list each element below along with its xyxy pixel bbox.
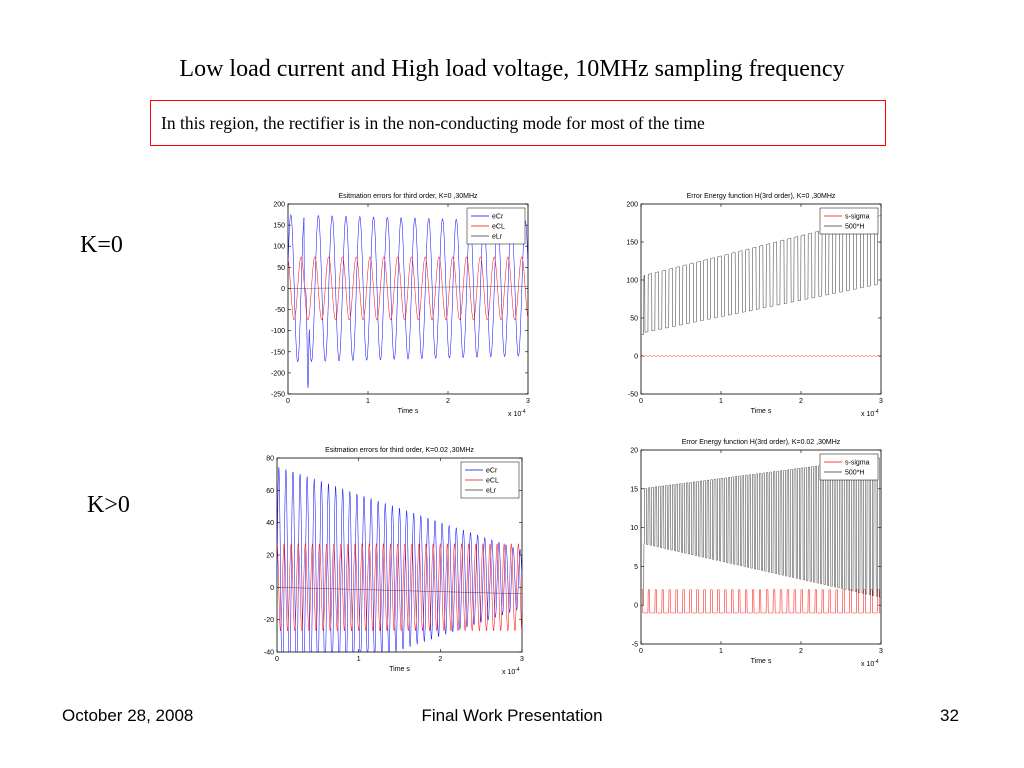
x-axis-label: Time s (751, 658, 772, 665)
y-tick-label: -40 (264, 650, 274, 657)
legend-entry: s-sigma (845, 214, 870, 221)
legend-entry: eLr (486, 488, 497, 495)
plot-estimation-errors-k002: Esitmation errors for third order, K=0.0… (250, 438, 540, 678)
plot-energy-function-k002: Error Energy function H(3rd order), K=0.… (609, 432, 899, 672)
y-tick-label: 60 (266, 488, 274, 495)
legend-entry: eCL (486, 478, 499, 485)
legend-entry: eCr (492, 214, 504, 221)
x-exponent-label: x 10-4 (508, 409, 526, 418)
y-tick-label: 50 (277, 265, 285, 272)
y-tick-label: 200 (273, 202, 285, 209)
x-tick-label: 1 (366, 398, 370, 405)
legend-box (819, 207, 879, 235)
plot-area (640, 203, 882, 395)
y-tick-label: -250 (271, 392, 285, 399)
slide-title: Low load current and High load voltage, … (179, 56, 845, 82)
y-tick-label: 10 (630, 525, 638, 532)
x-tick-label: 2 (799, 648, 803, 655)
footer-page-number: 32 (940, 706, 959, 725)
y-tick-label: -150 (271, 349, 285, 356)
x-tick-label: 1 (719, 398, 723, 405)
x-tick-label: 2 (799, 398, 803, 405)
y-tick-label: 100 (273, 244, 285, 251)
x-tick-label: 2 (438, 656, 442, 663)
legend-entry: 500*H (845, 224, 864, 231)
series-line-500h (641, 215, 882, 335)
legend-box (819, 453, 879, 481)
x-exponent-label: x 10-4 (502, 667, 520, 676)
x-exponent-label: x 10-4 (861, 409, 879, 418)
x-axis-label: Time s (398, 408, 419, 415)
legend-entry: eCL (492, 224, 505, 231)
x-tick-label: 3 (526, 398, 530, 405)
y-tick-label: 40 (266, 520, 274, 527)
series-line-ssigma (641, 589, 881, 614)
series-line-ecl (287, 256, 529, 321)
series-line-elr (288, 286, 529, 289)
y-tick-label: -5 (632, 642, 638, 649)
x-axis-label: Time s (751, 408, 772, 415)
row-label-kgt0: K>0 (87, 492, 130, 518)
chart-title: Error Energy function H(3rd order), K=0.… (682, 439, 841, 446)
y-tick-label: -50 (275, 307, 285, 314)
legend-box (466, 207, 526, 245)
x-tick-label: 3 (879, 648, 883, 655)
series-line-elr (276, 587, 523, 595)
x-tick-label: 1 (719, 648, 723, 655)
footer-title: Final Work Presentation (421, 706, 603, 725)
y-tick-label: 200 (626, 202, 638, 209)
y-tick-label: 100 (626, 278, 638, 285)
note-text: In this region, the rectifier is in the … (161, 112, 705, 133)
series-line-ssigma (640, 355, 882, 357)
plot-energy-function-k0: Error Energy function H(3rd order), K=0 … (609, 186, 899, 422)
legend-entry: s-sigma (845, 460, 870, 467)
y-tick-label: 150 (626, 240, 638, 247)
x-tick-label: 3 (879, 398, 883, 405)
y-tick-label: -20 (264, 617, 274, 624)
x-axis-label: Time s (389, 666, 410, 673)
series-line-ecr (276, 467, 523, 653)
y-tick-label: 50 (630, 316, 638, 323)
legend-entry: eLr (492, 234, 503, 241)
series-line-ecl (276, 542, 523, 632)
chart-title: Esitmation errors for third order, K=0.0… (325, 447, 474, 454)
footer-date: October 28, 2008 (62, 706, 194, 725)
series-line-ecr (287, 214, 529, 388)
x-tick-label: 0 (286, 398, 290, 405)
y-tick-label: 80 (266, 456, 274, 463)
y-tick-label: 20 (266, 553, 274, 560)
x-tick-label: 1 (357, 656, 361, 663)
plot-estimation-errors-k0: Esitmation errors for third order, K=0 ,… (254, 186, 544, 422)
x-tick-label: 0 (639, 398, 643, 405)
y-tick-label: -200 (271, 370, 285, 377)
chart-title: Esitmation errors for third order, K=0 ,… (338, 193, 478, 200)
legend-entry: eCr (486, 468, 498, 475)
x-tick-label: 3 (520, 656, 524, 663)
row-label-k0: K=0 (80, 232, 123, 258)
y-tick-label: 150 (273, 223, 285, 230)
y-tick-label: 15 (630, 486, 638, 493)
y-tick-label: -50 (628, 392, 638, 399)
x-tick-label: 2 (446, 398, 450, 405)
legend-entry: 500*H (845, 470, 864, 477)
y-tick-label: 5 (634, 564, 638, 571)
x-tick-label: 0 (275, 656, 279, 663)
y-tick-label: 0 (634, 354, 638, 361)
chart-title: Error Energy function H(3rd order), K=0 … (687, 193, 836, 200)
y-tick-label: 0 (281, 286, 285, 293)
y-tick-label: 0 (270, 585, 274, 592)
x-exponent-label: x 10-4 (861, 659, 879, 668)
y-tick-label: -100 (271, 328, 285, 335)
y-tick-label: 20 (630, 448, 638, 455)
y-tick-label: 0 (634, 603, 638, 610)
note-callout: In this region, the rectifier is in the … (150, 100, 886, 146)
x-tick-label: 0 (639, 648, 643, 655)
